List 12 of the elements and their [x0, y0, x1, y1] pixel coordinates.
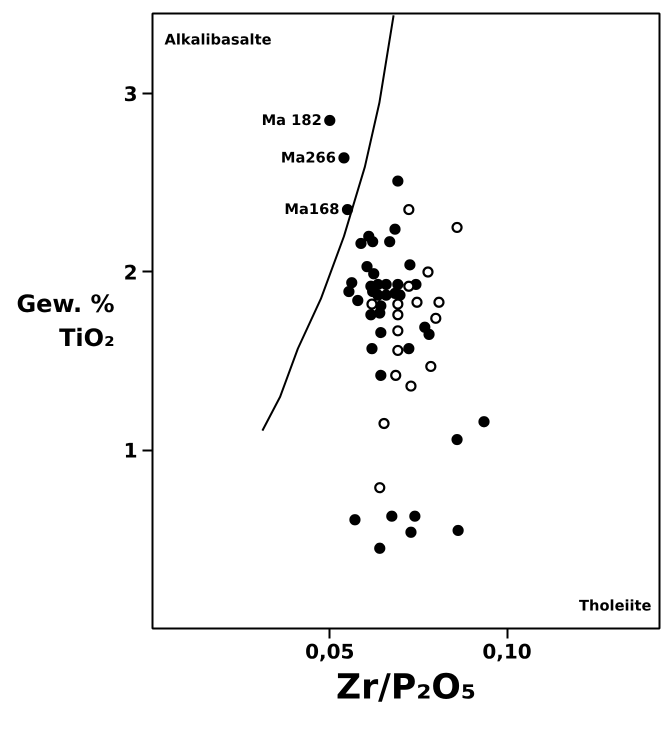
annotation: Ma 182	[262, 112, 322, 129]
annotation: Ma266	[280, 149, 336, 166]
y-tick-label: 2	[124, 260, 138, 284]
x-axis-title: Zr/P₂O₅	[336, 668, 476, 708]
y-tick-label: 3	[124, 82, 138, 106]
x-tick-label: 0,10	[482, 640, 532, 664]
x-tick-label: 0,05	[305, 640, 354, 664]
y-tick-label: 1	[124, 438, 138, 463]
y-axis-title: Gew. % TiO₂	[16, 290, 115, 352]
annotation: Tholeiite	[579, 598, 652, 614]
annotation: Alkalibasalte	[164, 32, 272, 48]
annotation: Ma168	[284, 201, 340, 218]
